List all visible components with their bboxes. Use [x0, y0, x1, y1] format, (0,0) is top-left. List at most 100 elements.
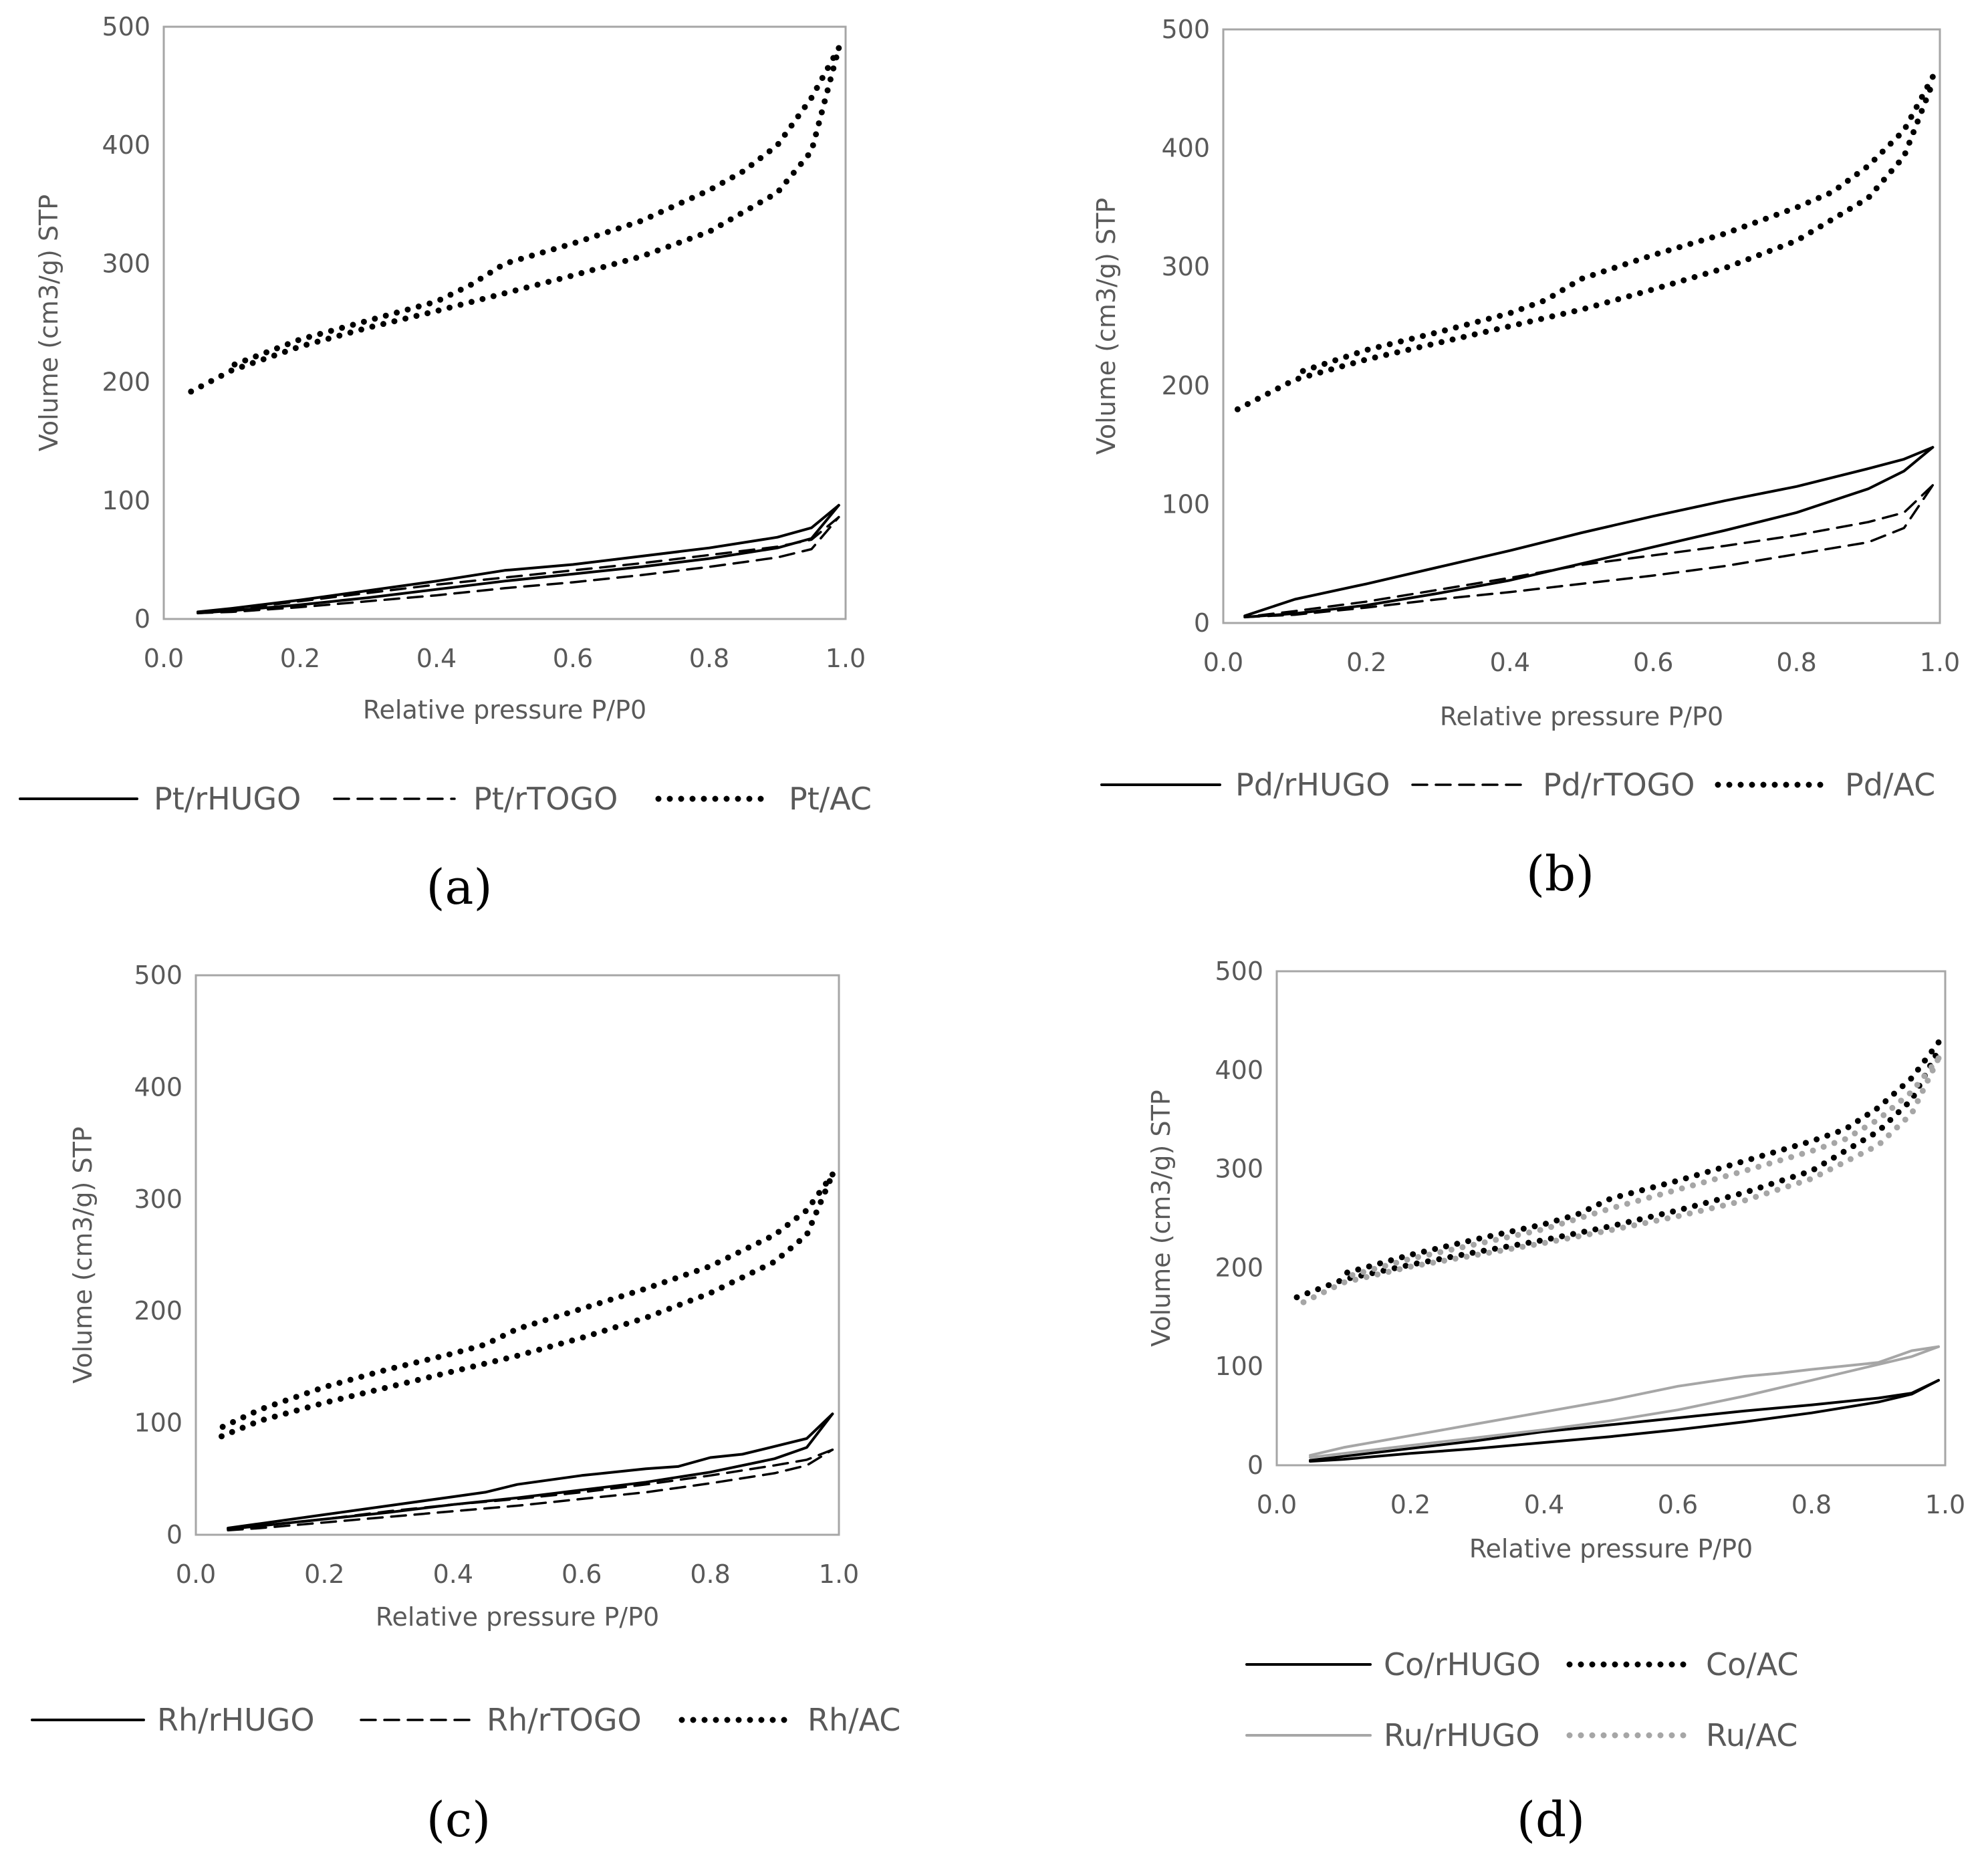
y-tick-label: 300 — [134, 1184, 182, 1214]
legend-label: Pd/AC — [1845, 767, 1935, 803]
legend-label: Pt/rTOGO — [473, 781, 618, 817]
series-line-pd-rhugo-adsorption — [1243, 446, 1935, 619]
series-line-rh-ac-adsorption — [219, 1171, 836, 1440]
y-axis-title: Volume (cm3/g) STP — [34, 195, 64, 451]
series-line-rh-rtogo-desorption — [227, 1449, 834, 1531]
x-tick-label: 0.4 — [1524, 1490, 1564, 1519]
series-line-rh-rhugo-desorption — [227, 1412, 834, 1529]
x-tick-label: 0.8 — [690, 1560, 730, 1589]
y-tick-label: 500 — [134, 961, 182, 990]
plot-area-border — [195, 974, 840, 1536]
plot-area-border — [1275, 970, 1947, 1467]
y-tick-label: 400 — [102, 130, 150, 160]
x-tick-label: 0.4 — [416, 644, 457, 673]
y-tick-label: 0 — [166, 1520, 182, 1549]
x-tick-label: 0.6 — [562, 1560, 602, 1589]
series-line-pd-rhugo-desorption — [1243, 446, 1935, 618]
series-line-co-rhugo-adsorption — [1309, 1378, 1940, 1463]
x-tick-label: 0.2 — [1346, 648, 1386, 677]
x-tick-label: 0.4 — [433, 1560, 473, 1589]
y-tick-label: 300 — [1215, 1154, 1263, 1184]
x-tick-label: 0.8 — [1791, 1490, 1832, 1519]
y-tick-label: 100 — [134, 1408, 182, 1438]
chart-panel-b: 0.0 0.2 0.4 0.6 0.8 1.0 0 100 200 300 400 500 Relati… — [1092, 15, 1960, 902]
y-tick-label: 100 — [102, 486, 150, 515]
panel-label: (b) — [1526, 846, 1594, 902]
plot-area-border — [162, 25, 847, 620]
legend-label: Co/AC — [1706, 1646, 1799, 1682]
y-tick-label: 400 — [134, 1072, 182, 1102]
y-tick-label: 100 — [1161, 489, 1210, 519]
legend-label: Ru/rHUGO — [1384, 1717, 1540, 1753]
y-tick-label: 0 — [1247, 1451, 1263, 1480]
y-axis-title: Volume (cm3/g) STP — [68, 1126, 98, 1383]
series-line-rh-ac-desorption — [219, 1171, 836, 1430]
series-line-co-ac-desorption — [1340, 1039, 1942, 1277]
x-tick-label: 0.6 — [553, 644, 593, 673]
y-tick-label: 200 — [1161, 371, 1210, 400]
series-line-pt-rhugo-desorption — [197, 503, 840, 614]
series-line-pt-rtogo-adsorption — [197, 515, 840, 614]
chart-panel-c: 0.0 0.2 0.4 0.6 0.8 1.0 0 100 200 300 400 500 Relati… — [31, 961, 900, 1848]
chart-panel-d: 0.0 0.2 0.4 0.6 0.8 1.0 0 100 200 300 400 500 Relati… — [1146, 957, 1965, 1848]
x-axis-title: Relative pressure P/P0 — [1440, 702, 1723, 731]
x-tick-label: 0.2 — [280, 644, 320, 673]
y-tick-label: 300 — [102, 249, 150, 278]
plot-area-border — [1222, 28, 1941, 624]
legend-label: Pt/AC — [789, 781, 872, 817]
series-line-co-rhugo-desorption — [1309, 1378, 1940, 1462]
y-tick-label: 100 — [1215, 1352, 1263, 1381]
series-line-pd-ac-desorption — [1291, 74, 1936, 377]
y-tick-label: 500 — [102, 12, 150, 41]
series-line-pd-rtogo-desorption — [1243, 484, 1935, 618]
y-tick-label: 500 — [1161, 15, 1210, 44]
y-tick-label: 500 — [1215, 957, 1263, 986]
legend-label: Co/rHUGO — [1384, 1646, 1541, 1682]
legend-label: Pd/rTOGO — [1543, 767, 1695, 803]
series-line-ru-ac-desorption — [1340, 1055, 1942, 1281]
x-tick-label: 1.0 — [1925, 1490, 1965, 1519]
legend-label: Pd/rHUGO — [1235, 767, 1390, 803]
series-line-pd-ac-adsorption — [1234, 80, 1936, 412]
x-tick-label: 0.2 — [304, 1560, 344, 1589]
y-axis-title: Volume (cm3/g) STP — [1146, 1090, 1176, 1346]
legend-label: Rh/rHUGO — [157, 1702, 315, 1738]
y-tick-label: 200 — [102, 368, 150, 397]
x-tick-label: 0.8 — [689, 644, 729, 673]
y-tick-label: 300 — [1161, 252, 1210, 281]
x-tick-label: 1.0 — [1920, 648, 1960, 677]
y-tick-label: 0 — [134, 604, 150, 634]
x-tick-label: 1.0 — [826, 644, 866, 673]
series-line-pt-ac-desorption — [229, 45, 842, 369]
series-line-pt-ac-adsorption — [188, 45, 842, 395]
legend-label: Rh/AC — [807, 1702, 900, 1738]
y-tick-label: 200 — [1215, 1253, 1263, 1282]
x-tick-label: 0.8 — [1776, 648, 1816, 677]
x-tick-label: 0.0 — [176, 1560, 216, 1589]
x-axis-title: Relative pressure P/P0 — [363, 695, 646, 725]
y-axis-title: Volume (cm3/g) STP — [1092, 198, 1121, 455]
x-axis-title: Relative pressure P/P0 — [1469, 1534, 1753, 1564]
x-tick-label: 0.4 — [1490, 648, 1530, 677]
series-line-ru-rhugo-adsorption — [1309, 1345, 1940, 1459]
series-line-pt-rtogo-desorption — [197, 515, 840, 614]
series-line-pd-rtogo-adsorption — [1243, 484, 1935, 618]
y-tick-label: 400 — [1161, 134, 1210, 163]
x-tick-label: 0.6 — [1658, 1490, 1698, 1519]
legend-label: Rh/rTOGO — [487, 1702, 642, 1738]
legend-label: Ru/AC — [1706, 1717, 1797, 1753]
series-line-rh-rtogo-adsorption — [227, 1449, 834, 1532]
panel-label: (c) — [426, 1791, 491, 1848]
panel-label: (d) — [1517, 1791, 1585, 1848]
x-tick-label: 0.2 — [1390, 1490, 1431, 1519]
series-line-pt-rhugo-adsorption — [197, 503, 840, 615]
x-tick-label: 0.0 — [1257, 1490, 1297, 1519]
x-tick-label: 1.0 — [819, 1560, 859, 1589]
x-tick-label: 0.6 — [1633, 648, 1673, 677]
series-line-ru-rhugo-desorption — [1309, 1345, 1940, 1457]
x-axis-title: Relative pressure P/P0 — [376, 1602, 659, 1632]
series-line-ru-ac-adsorption — [1300, 1055, 1942, 1305]
series-line-co-ac-adsorption — [1293, 1047, 1942, 1301]
y-tick-label: 400 — [1215, 1055, 1263, 1085]
